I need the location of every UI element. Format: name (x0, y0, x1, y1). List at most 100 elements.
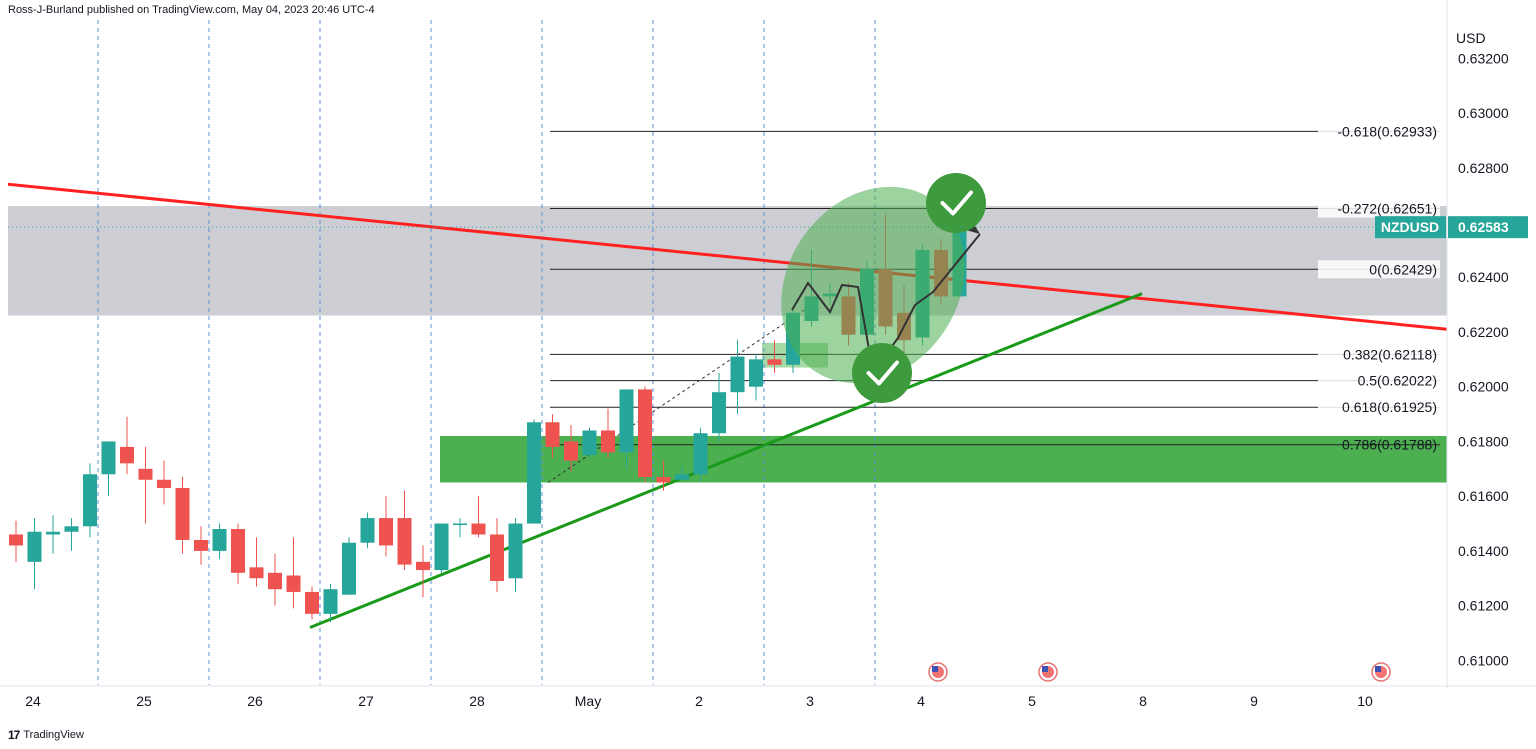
candle (508, 518, 523, 592)
candle (194, 526, 208, 565)
fib-label-bg (1318, 398, 1440, 417)
candle (249, 537, 264, 587)
candle-body (175, 487, 190, 540)
check-mark (940, 190, 973, 216)
fib-label: 0.618(0.61925) (1342, 399, 1437, 415)
candle-body (27, 531, 42, 562)
zones-layer (8, 206, 1447, 483)
candle (323, 583, 338, 623)
candle (101, 441, 116, 497)
candle (342, 537, 356, 595)
candle-body (582, 430, 597, 456)
time-tick: 10 (1357, 693, 1373, 709)
candle-body (64, 526, 79, 532)
footer: 17 TradingView (8, 728, 84, 742)
candle-body (675, 474, 689, 480)
candle-body (46, 531, 60, 535)
grey-resistance-zone (8, 206, 1447, 316)
candle-body (9, 534, 23, 546)
candle (9, 520, 23, 562)
candle (83, 463, 97, 538)
candle (46, 515, 60, 554)
candle-body (508, 523, 523, 579)
annotations-layer (781, 173, 986, 403)
fibonacci-levels: -0.618(0.62933) -0.272(0.62651) 0(0.62429)… (550, 122, 1440, 453)
candle-body (194, 539, 208, 551)
symbol-badge (1375, 216, 1446, 239)
candle (471, 496, 486, 538)
time-tick: 27 (358, 693, 374, 709)
time-tick: 28 (469, 693, 485, 709)
fib-label-bg (1318, 199, 1440, 218)
candle-body (564, 441, 578, 461)
time-tick: 9 (1250, 693, 1258, 709)
fib-label-bg (1318, 345, 1440, 364)
time-tick: 24 (25, 693, 41, 709)
price-tick: 0.61000 (1458, 652, 1509, 668)
lower-checkmark-icon (852, 343, 912, 403)
time-tick: 8 (1139, 693, 1147, 709)
us-event-flag-icon (1038, 662, 1058, 682)
candle (675, 466, 689, 480)
time-tick: 5 (1028, 693, 1036, 709)
candle-body (342, 542, 356, 595)
candle (730, 340, 745, 415)
fib-label-bg (1318, 260, 1440, 279)
fib-label: 0.382(0.62118) (1343, 346, 1437, 362)
candle-body (231, 529, 245, 573)
candle (212, 523, 227, 560)
candle-body (360, 518, 375, 543)
price-tick: 0.63200 (1458, 50, 1509, 66)
candle (656, 460, 671, 491)
time-tick: 3 (806, 693, 814, 709)
fib-label: -0.618(0.62933) (1337, 123, 1437, 139)
price-tick: 0.61800 (1458, 433, 1509, 449)
candle (27, 518, 42, 590)
candle (175, 477, 190, 554)
candle-body (545, 422, 560, 447)
candle (619, 389, 634, 469)
check-mark (866, 360, 899, 386)
price-tick: 0.61200 (1458, 598, 1509, 614)
candle-body (323, 589, 338, 614)
candle-body (286, 575, 301, 592)
price-tick: 0.63000 (1458, 105, 1509, 121)
candle-body (767, 359, 782, 365)
fib-label: 0(0.62429) (1369, 261, 1437, 277)
candle (638, 386, 652, 483)
candle (138, 446, 153, 524)
candle (582, 427, 597, 458)
candle (64, 518, 79, 551)
upper-checkmark-icon (926, 173, 986, 233)
time-tick: 4 (917, 693, 925, 709)
candle-body (120, 446, 134, 464)
us-event-flag-icon (1371, 662, 1391, 682)
flag-canton (932, 666, 938, 672)
candle-body (693, 433, 708, 475)
candle-body (212, 529, 227, 551)
candle-body (83, 474, 97, 527)
candle (564, 425, 578, 472)
time-tick: 2 (695, 693, 703, 709)
fib-label: 0.786(0.61788) (1342, 437, 1437, 453)
tradingview-logo-icon: 17 (8, 728, 20, 742)
dashed-projection (547, 306, 809, 483)
fib-label: 0.5(0.62022) (1358, 373, 1437, 389)
candle-body (138, 468, 153, 480)
candle-body (157, 479, 171, 488)
candle-body (453, 523, 467, 526)
session-separators (97, 20, 876, 685)
fib-label: -0.272(0.62651) (1337, 201, 1437, 217)
price-chart[interactable]: -0.618(0.62933) -0.272(0.62651) 0(0.62429)… (0, 0, 1536, 725)
candle (120, 416, 134, 475)
candle-body (379, 518, 393, 546)
candle-body (471, 523, 486, 535)
candle (305, 586, 319, 620)
candle (767, 340, 782, 374)
symbol-label: NZDUSD (1381, 219, 1439, 235)
candle (360, 512, 375, 549)
price-tick: 0.62400 (1458, 269, 1509, 285)
candle-body (601, 430, 615, 453)
candle (693, 427, 708, 483)
time-axis: 24 25 26 27 28 May 2 3 4 5 8 9 10 (0, 662, 1536, 709)
